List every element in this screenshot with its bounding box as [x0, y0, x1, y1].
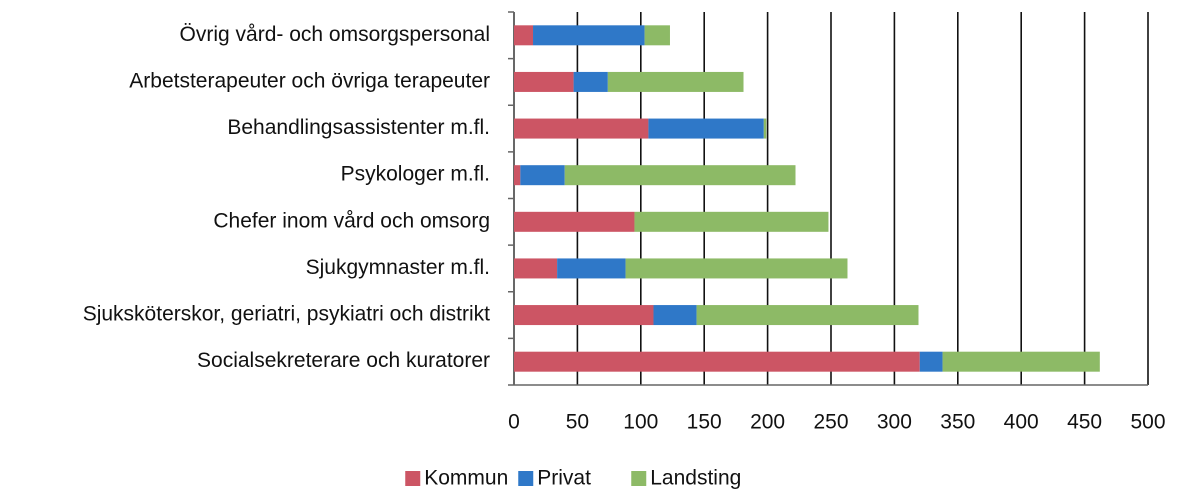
bar-segment [564, 165, 796, 186]
bar-segment [648, 118, 764, 139]
x-tick-label: 200 [750, 411, 785, 434]
x-tick-label: 250 [813, 411, 848, 434]
y-tick-label: Sjukgymnaster m.fl. [306, 256, 490, 279]
legend-label: Landsting [650, 467, 741, 490]
bar-segment [533, 25, 645, 46]
legend-label: Kommun [424, 467, 508, 490]
legend-swatch [405, 471, 421, 486]
bar-segment [514, 305, 654, 326]
bar-segment [634, 211, 829, 232]
bar-segment [919, 351, 943, 372]
x-tick-label: 300 [877, 411, 912, 434]
x-tick-label: 150 [687, 411, 722, 434]
y-tick-label: Sjuksköterskor, geriatri, psykiatri och … [83, 303, 490, 326]
bar-segment [514, 258, 558, 279]
y-tick-label: Chefer inom vård och omsorg [213, 209, 490, 232]
bar-segment [514, 351, 920, 372]
bar-segment [696, 305, 919, 326]
x-tick-label: 450 [1067, 411, 1102, 434]
y-tick-label: Psykologer m.fl. [341, 163, 490, 186]
y-tick-label: Övrig vård- och omsorgspersonal [180, 23, 490, 46]
x-tick-label: 50 [566, 411, 589, 434]
legend-label: Privat [537, 467, 591, 490]
bar-segment [514, 25, 534, 46]
legend-swatch [631, 471, 647, 486]
bar-segment [942, 351, 1100, 372]
bar-segment [514, 118, 649, 139]
x-tick-label: 0 [508, 411, 520, 434]
bar-segment [514, 211, 635, 232]
bar-segment [763, 118, 767, 139]
y-tick-label: Behandlingsassistenter m.fl. [227, 116, 490, 139]
x-tick-label: 100 [623, 411, 658, 434]
x-tick-label: 500 [1130, 411, 1165, 434]
bar-segment [644, 25, 670, 46]
x-tick-label: 400 [1004, 411, 1039, 434]
legend-swatch [518, 471, 534, 486]
bar-segment [520, 165, 565, 186]
bar-segment [607, 71, 744, 92]
bar-segment [514, 71, 574, 92]
y-tick-label: Socialsekreterare och kuratorer [197, 349, 490, 372]
bar-segment [573, 71, 608, 92]
y-tick-label: Arbetsterapeuter och övriga terapeuter [129, 69, 490, 92]
bar-segment [625, 258, 848, 279]
bar-segment [653, 305, 697, 326]
bar-segment [557, 258, 626, 279]
bar-segment [514, 165, 521, 186]
x-tick-label: 350 [940, 411, 975, 434]
